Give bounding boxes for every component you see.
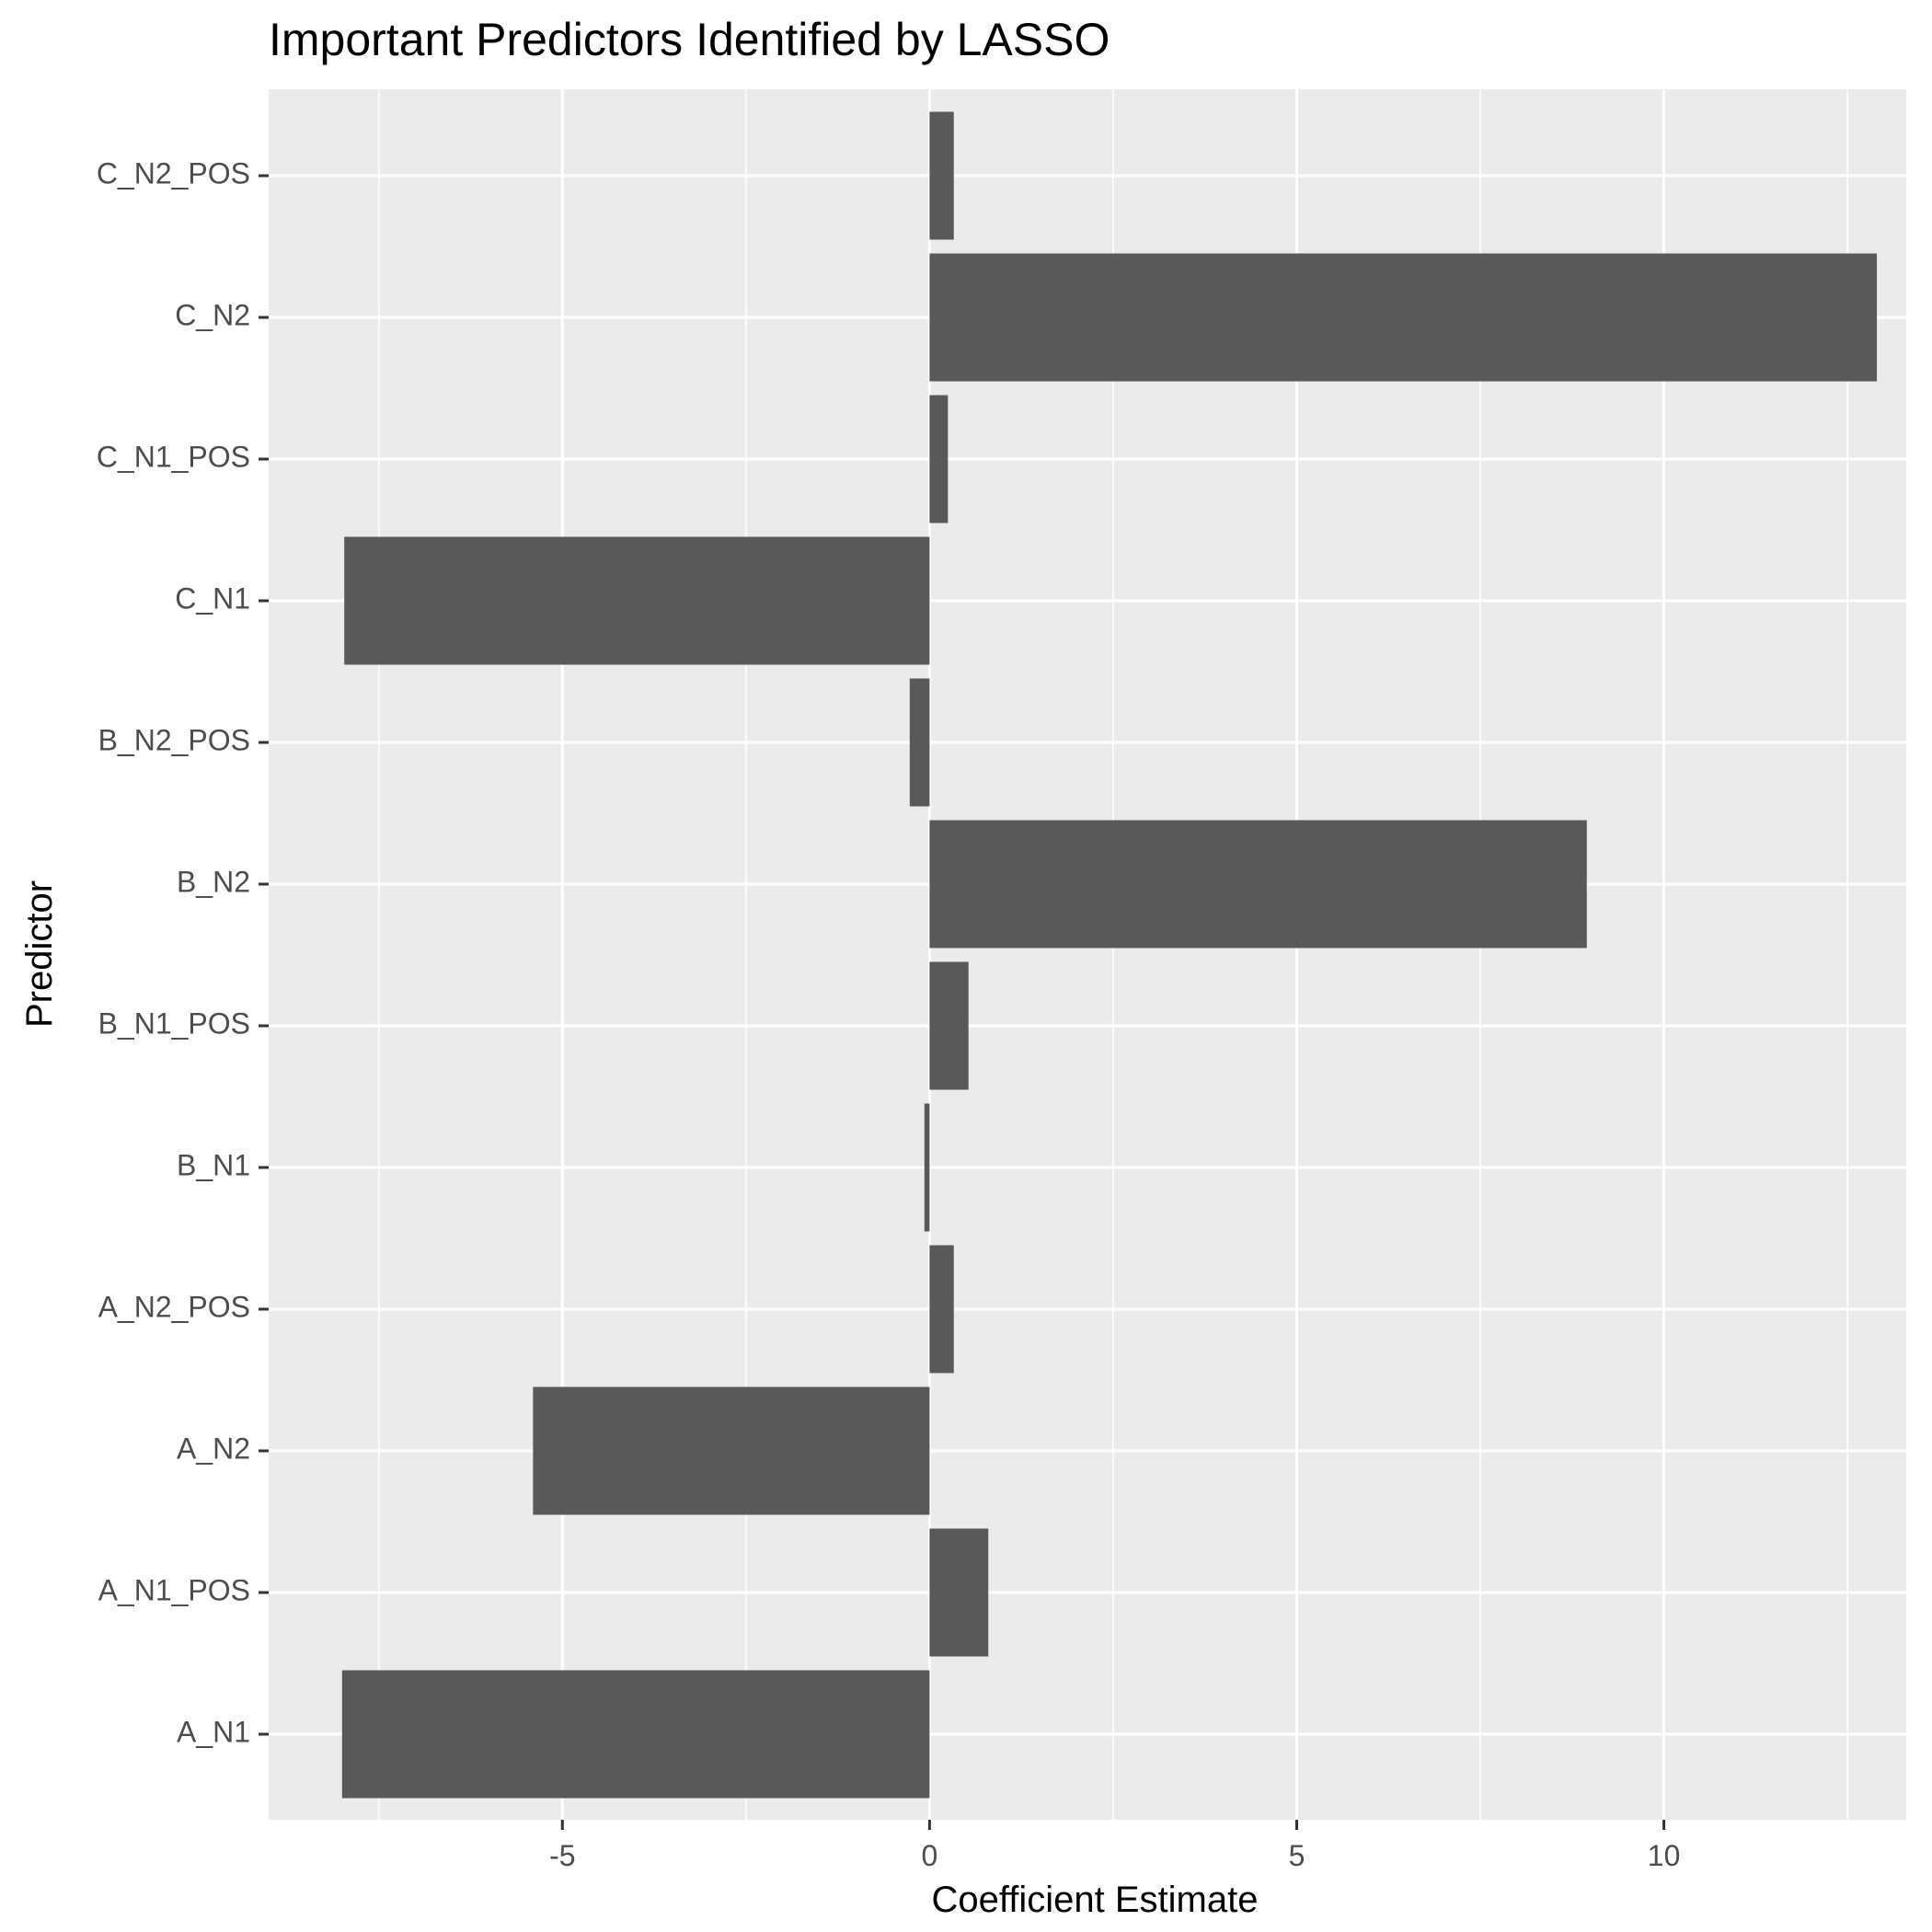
bar-a-n2 [533,1386,930,1515]
bar-b-n1-pos [929,961,969,1090]
chart-title: Important Predictors Identified by LASSO [269,14,1110,65]
bar-a-n1 [341,1670,930,1799]
bar-b-n2 [929,820,1587,949]
y-tick-label: B_N2_POS [98,723,250,756]
x-tick-label: 10 [1648,1839,1681,1872]
y-axis-title: Predictor [19,880,60,1028]
y-axis: A_N1 A_N1_POS A_N2 A_N2_POS B_N1 B_N1_POS B_N2… [97,156,269,1748]
y-tick-label: A_N2 [177,1432,250,1465]
bar-c-n2-pos [929,111,954,240]
x-axis-title: Coefficient Estimate [932,1880,1259,1920]
y-tick-label: B_N1_POS [98,1006,250,1040]
y-tick-label: A_N1 [177,1715,250,1748]
x-tick-label: 5 [1289,1839,1305,1872]
bar-c-n2 [929,253,1878,382]
y-tick-label: C_N1 [175,581,250,615]
bar-c-n1-pos [929,395,949,523]
y-tick-label: C_N2 [175,298,250,331]
x-tick-label: -5 [549,1839,575,1872]
bar-c-n1 [344,536,930,665]
y-tick-label: A_N1_POS [98,1573,250,1606]
bar-a-n2-pos [929,1245,954,1374]
y-tick-label: A_N2_POS [98,1290,250,1323]
bar-b-n2-pos [909,678,930,807]
y-tick-label: B_N1 [177,1148,250,1181]
x-axis: -5 0 5 10 [549,1820,1680,1872]
y-tick-label: C_N2_POS [97,156,250,190]
bar-b-n1 [924,1103,930,1232]
y-tick-label: B_N2 [177,865,250,898]
bars [341,111,1878,1799]
x-tick-label: 0 [921,1839,937,1872]
bar-a-n1-pos [929,1528,989,1657]
y-tick-label: C_N1_POS [97,440,250,473]
